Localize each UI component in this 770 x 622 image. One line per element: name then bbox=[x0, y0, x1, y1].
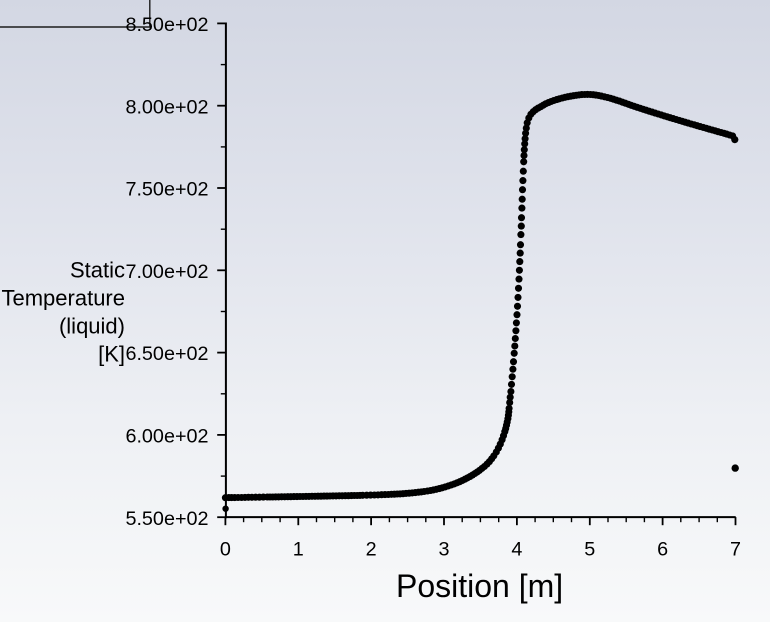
svg-text:7.00e+02: 7.00e+02 bbox=[125, 261, 208, 283]
svg-text:8.00e+02: 8.00e+02 bbox=[125, 96, 208, 118]
svg-text:1: 1 bbox=[293, 538, 304, 560]
svg-text:Temperature: Temperature bbox=[1, 286, 125, 311]
svg-text:7: 7 bbox=[730, 538, 741, 560]
svg-text:[K]: [K] bbox=[98, 342, 125, 367]
svg-text:5: 5 bbox=[584, 538, 595, 560]
svg-text:6.00e+02: 6.00e+02 bbox=[125, 426, 208, 448]
svg-text:8.50e+02: 8.50e+02 bbox=[125, 14, 208, 36]
svg-text:Position [m]: Position [m] bbox=[396, 568, 563, 604]
svg-text:4: 4 bbox=[511, 538, 522, 560]
svg-text:0: 0 bbox=[220, 538, 231, 560]
svg-text:6: 6 bbox=[657, 538, 668, 560]
svg-text:7.50e+02: 7.50e+02 bbox=[125, 179, 208, 201]
svg-text:(liquid): (liquid) bbox=[59, 314, 125, 339]
svg-text:Static: Static bbox=[70, 258, 125, 283]
svg-text:5.50e+02: 5.50e+02 bbox=[125, 508, 208, 530]
svg-text:3: 3 bbox=[438, 538, 449, 560]
svg-text:2: 2 bbox=[366, 538, 377, 560]
svg-text:6.50e+02: 6.50e+02 bbox=[125, 343, 208, 365]
